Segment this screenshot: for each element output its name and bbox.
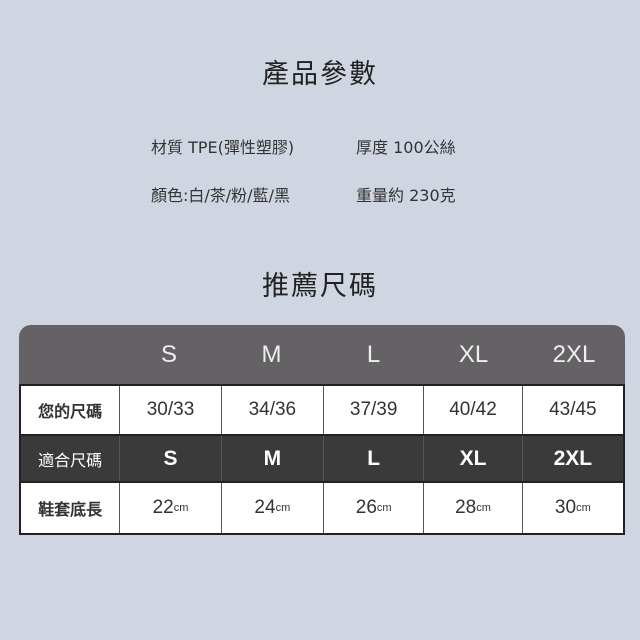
cell: 28 cm [423,483,521,533]
cell: 43/45 [521,386,623,434]
header-cell: L [366,340,381,368]
row-label: 您的尺碼 [38,402,103,421]
header-cell: XL [458,340,489,368]
cell: 24 cm [220,483,323,533]
cell: 40/42 [423,386,521,434]
header-cell: S [160,340,177,368]
header-cell: 2XL [552,340,596,368]
spec-weight: 重量約 230克 [356,186,456,205]
row-label: 適合尺碼 [38,450,103,470]
header-cell: M [261,340,282,368]
size-table: S M L XL 2XL 您的尺碼 30/33 34/36 37/39 40/4… [19,325,625,535]
table-row: 鞋套底長 22 cm 24 cm 26 cm 28 cm 30 cm [19,483,625,535]
cell: M [220,436,323,481]
spec-material: 材質 TPE(彈性塑膠) [151,138,295,157]
cell: 37/39 [323,386,423,434]
cell: S [119,436,220,481]
cell: 22 cm [119,483,220,533]
cell: 26 cm [323,483,423,533]
cell: XL [423,436,521,481]
cell: 34/36 [220,386,323,434]
cell: L [323,436,423,481]
spec-colors: 顏色:白/茶/粉/藍/黑 [151,186,290,205]
header-cell [19,325,118,384]
table-row: 您的尺碼 30/33 34/36 37/39 40/42 43/45 [19,384,625,436]
page-title: 產品參數 [262,59,378,90]
table-header: S M L XL 2XL [19,325,625,384]
spec-thickness: 厚度 100公絲 [356,138,456,157]
row-label: 鞋套底長 [38,500,103,519]
size-title: 推薦尺碼 [262,271,378,302]
table-row: 適合尺碼 S M L XL 2XL [19,436,625,483]
cell: 30 cm [521,483,623,533]
cell: 30/33 [119,386,220,434]
cell: 2XL [521,436,623,481]
